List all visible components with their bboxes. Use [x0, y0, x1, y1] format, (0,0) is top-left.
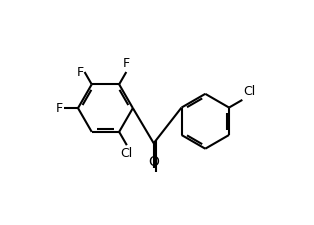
Text: F: F [123, 57, 130, 70]
Text: O: O [148, 155, 159, 169]
Text: Cl: Cl [121, 147, 133, 160]
Text: Cl: Cl [243, 85, 256, 98]
Text: F: F [56, 102, 62, 115]
Text: F: F [76, 65, 84, 79]
